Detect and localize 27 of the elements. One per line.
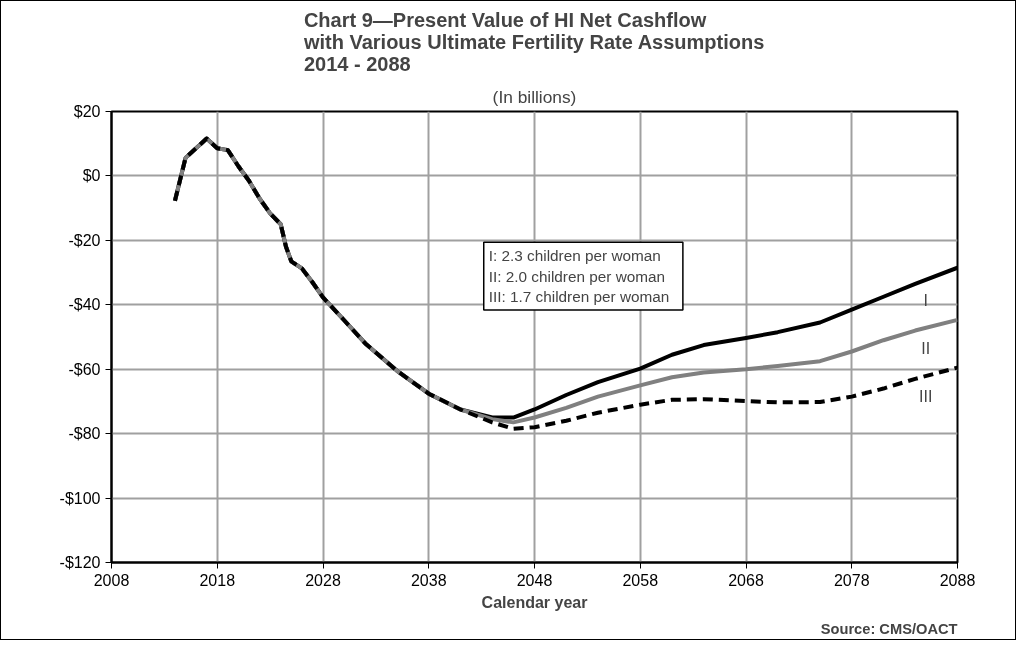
x-tick-label: 2028	[305, 571, 341, 589]
y-tick-label: -$80	[68, 425, 101, 443]
series-label: I	[923, 291, 929, 309]
x-tick-label: 2018	[199, 571, 236, 589]
annotation: III: 1.7 children per woman	[488, 288, 670, 306]
y-tick-label: $20	[73, 103, 101, 120]
y-tick-label: -$40	[68, 296, 101, 314]
annotation: I: 2.3 children per woman	[488, 247, 661, 265]
x-tick-label: 2058	[622, 571, 659, 589]
chart-subtitle: (In billions)	[492, 86, 577, 107]
x-axis-title: Calendar year	[481, 593, 588, 611]
x-tick-label: 2038	[410, 571, 447, 589]
y-tick-label: -$20	[68, 231, 101, 249]
y-tick-label: -$100	[59, 489, 101, 507]
x-tick-label: 2088	[939, 571, 976, 589]
chart-title: Chart 9—Present Value of HI Net Cashflow with Various Ultimate Fertility Rate Assumptions 2014 - 2088	[302, 8, 765, 75]
annotation: II: 2.0 children per woman	[488, 267, 666, 285]
y-tick-label: -$60	[68, 360, 101, 378]
source-note: Source: CMS/OACT	[820, 620, 958, 637]
y-tick-label: -$120	[59, 554, 101, 571]
y-tick-label: $0	[82, 167, 101, 185]
x-tick-label: 2008	[93, 571, 130, 589]
series-label: II	[921, 339, 931, 357]
x-tick-label: 2048	[516, 571, 553, 589]
x-tick-label: 2068	[728, 571, 764, 589]
x-tick-label: 2078	[833, 571, 870, 589]
series-label: III	[919, 388, 933, 406]
